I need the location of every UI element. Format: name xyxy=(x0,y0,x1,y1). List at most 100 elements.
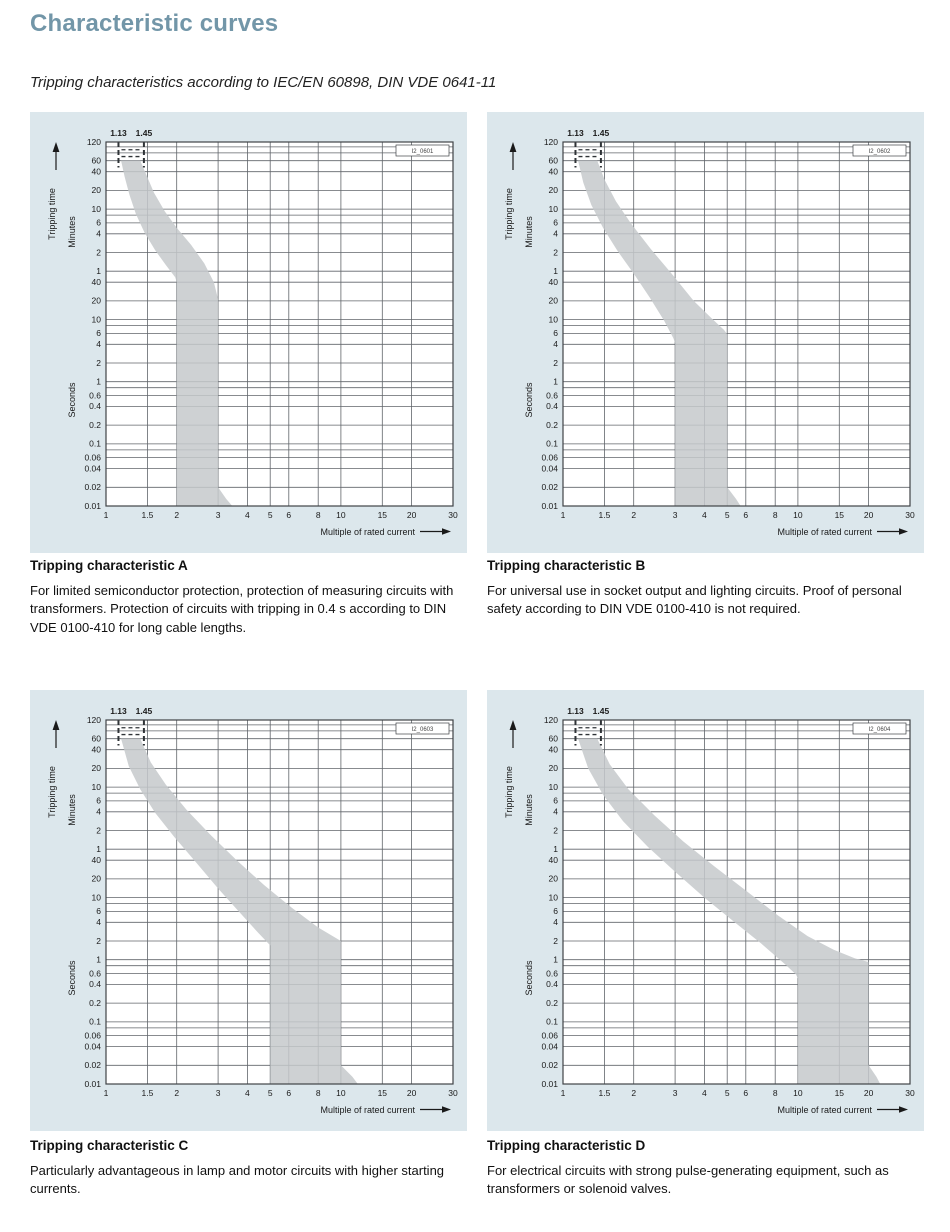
x-tick-label: 1.5 xyxy=(141,1088,153,1098)
y-tick-label: 0.4 xyxy=(89,401,101,411)
x-tick-label: 15 xyxy=(378,510,388,520)
x-tick-label: 2 xyxy=(631,510,636,520)
x-axis-arrowhead xyxy=(442,528,451,535)
y-tick-label: 6 xyxy=(553,328,558,338)
y-tick-label: 0.4 xyxy=(89,979,101,989)
y-tick-label: 40 xyxy=(92,277,102,287)
y-tick-label: 40 xyxy=(549,855,559,865)
y-tick-label: 10 xyxy=(549,892,559,902)
tripping-band xyxy=(121,160,233,506)
y-tick-label: 4 xyxy=(553,339,558,349)
y-tick-label: 0.01 xyxy=(84,1079,101,1089)
y-tick-label: 4 xyxy=(96,229,101,239)
y-tick-label: 0.01 xyxy=(541,501,558,511)
x-tick-label: 1 xyxy=(561,510,566,520)
x-tick-label: 20 xyxy=(407,1088,417,1098)
y-unit-seconds: Seconds xyxy=(524,382,534,418)
x-tick-label: 4 xyxy=(245,1088,250,1098)
caption-b: Tripping characteristic B For universal … xyxy=(487,558,924,619)
y-tick-label: 20 xyxy=(549,296,559,306)
y-tick-label: 0.1 xyxy=(546,1017,558,1027)
figure-panel-d: 120 60 40 20 10 6 4 2 1 40 20 10 6 4 2 1 0.6 0.4 0.2 0.1 0.0… xyxy=(487,690,924,1131)
y-tick-label: 40 xyxy=(92,167,102,177)
tripping-chart-b: 12060402010642140201064210.60.40.20.10.0… xyxy=(487,112,924,553)
y-tick-label: 0.01 xyxy=(541,1079,558,1089)
y-tick-label: 20 xyxy=(92,874,102,884)
x-tick-label: 3 xyxy=(673,510,678,520)
y-tick-label: 6 xyxy=(96,796,101,806)
x-tick-label: 10 xyxy=(336,510,346,520)
y-tick-label: 40 xyxy=(92,745,102,755)
x-tick-label: 6 xyxy=(286,1088,291,1098)
y-tick-label: 6 xyxy=(553,796,558,806)
y-tick-label: 0.04 xyxy=(541,1041,558,1051)
tripping-band xyxy=(578,738,881,1084)
x-tick-label: 6 xyxy=(286,510,291,520)
x-tick-label: 10 xyxy=(793,510,803,520)
y-tick-label: 0.1 xyxy=(546,439,558,449)
tripping-time-arrowhead xyxy=(509,720,517,730)
caption-text-d: For electrical circuits with strong puls… xyxy=(487,1163,889,1197)
y-tick-label: 1 xyxy=(553,377,558,387)
y-tick-label: 10 xyxy=(549,782,559,792)
x-tick-label: 1 xyxy=(104,510,109,520)
figure-code-box xyxy=(852,144,907,157)
x-axis-label: Multiple of rated current xyxy=(320,527,415,537)
y-tick-label: 1 xyxy=(553,266,558,276)
y-tick-label: 0.02 xyxy=(84,482,101,492)
x-tick-label: 3 xyxy=(216,1088,221,1098)
y-tick-label: 0.04 xyxy=(84,1041,101,1051)
caption-text-a: For limited semiconductor protection, pr… xyxy=(30,583,454,635)
y-tick-label: 0.02 xyxy=(84,1060,101,1070)
caption-title-d: Tripping characteristic D xyxy=(487,1138,646,1153)
y-tick-label: 60 xyxy=(549,734,559,744)
x-tick-label: 10 xyxy=(336,1088,346,1098)
y-tick-label: 10 xyxy=(549,204,559,214)
y-tick-label: 0.2 xyxy=(546,420,558,430)
x-tick-label: 30 xyxy=(448,1088,458,1098)
y-tick-label: 0.06 xyxy=(541,452,558,462)
caption-d: Tripping characteristic D For electrical… xyxy=(487,1138,924,1199)
figure-code: I2_0603 xyxy=(412,727,434,733)
y-tick-label: 6 xyxy=(96,906,101,916)
y-tick-label: 20 xyxy=(92,185,102,195)
x-tick-label: 6 xyxy=(743,1088,748,1098)
plot-area xyxy=(106,142,453,506)
y-tick-label: 4 xyxy=(553,229,558,239)
x-axis-label: Multiple of rated current xyxy=(777,527,872,537)
y-tick-label: 2 xyxy=(553,358,558,368)
x-tick-label: 2 xyxy=(174,1088,179,1098)
y-tick-label: 4 xyxy=(553,917,558,927)
y-tick-label: 0.4 xyxy=(546,979,558,989)
tripping-chart-a: 12060402010642140201064210.60.40.20.10.0… xyxy=(30,112,467,553)
figure-code-box xyxy=(395,144,450,157)
y-tick-label: 4 xyxy=(553,807,558,817)
x-tick-label: 5 xyxy=(268,1088,273,1098)
figure-code: I2_0602 xyxy=(869,149,891,155)
threshold-label: 1.13 xyxy=(110,128,127,138)
y-tick-label: 0.6 xyxy=(89,390,101,400)
y-tick-label: 20 xyxy=(92,763,102,773)
x-tick-label: 2 xyxy=(631,1088,636,1098)
y-tick-label: 6 xyxy=(96,218,101,228)
y-tick-label: 2 xyxy=(96,825,101,835)
x-tick-label: 5 xyxy=(268,510,273,520)
y-tick-label: 4 xyxy=(96,807,101,817)
caption-c: Tripping characteristic C Particularly a… xyxy=(30,1138,467,1199)
x-tick-label: 4 xyxy=(702,1088,707,1098)
y-tick-label: 40 xyxy=(92,855,102,865)
y-tick-label: 120 xyxy=(87,137,101,147)
x-tick-label: 20 xyxy=(407,510,417,520)
y-tick-label: 2 xyxy=(553,936,558,946)
y-tick-label: 0.6 xyxy=(546,968,558,978)
y-axis-label: Tripping time xyxy=(47,188,57,240)
y-tick-label: 4 xyxy=(96,339,101,349)
threshold-label: 1.45 xyxy=(136,706,153,716)
x-tick-label: 30 xyxy=(905,510,915,520)
threshold-label: 1.45 xyxy=(593,706,610,716)
y-tick-label: 0.1 xyxy=(89,1017,101,1027)
y-tick-label: 2 xyxy=(96,936,101,946)
x-axis-label: Multiple of rated current xyxy=(777,1105,872,1115)
x-tick-label: 3 xyxy=(216,510,221,520)
tripping-time-arrowhead xyxy=(52,142,60,152)
